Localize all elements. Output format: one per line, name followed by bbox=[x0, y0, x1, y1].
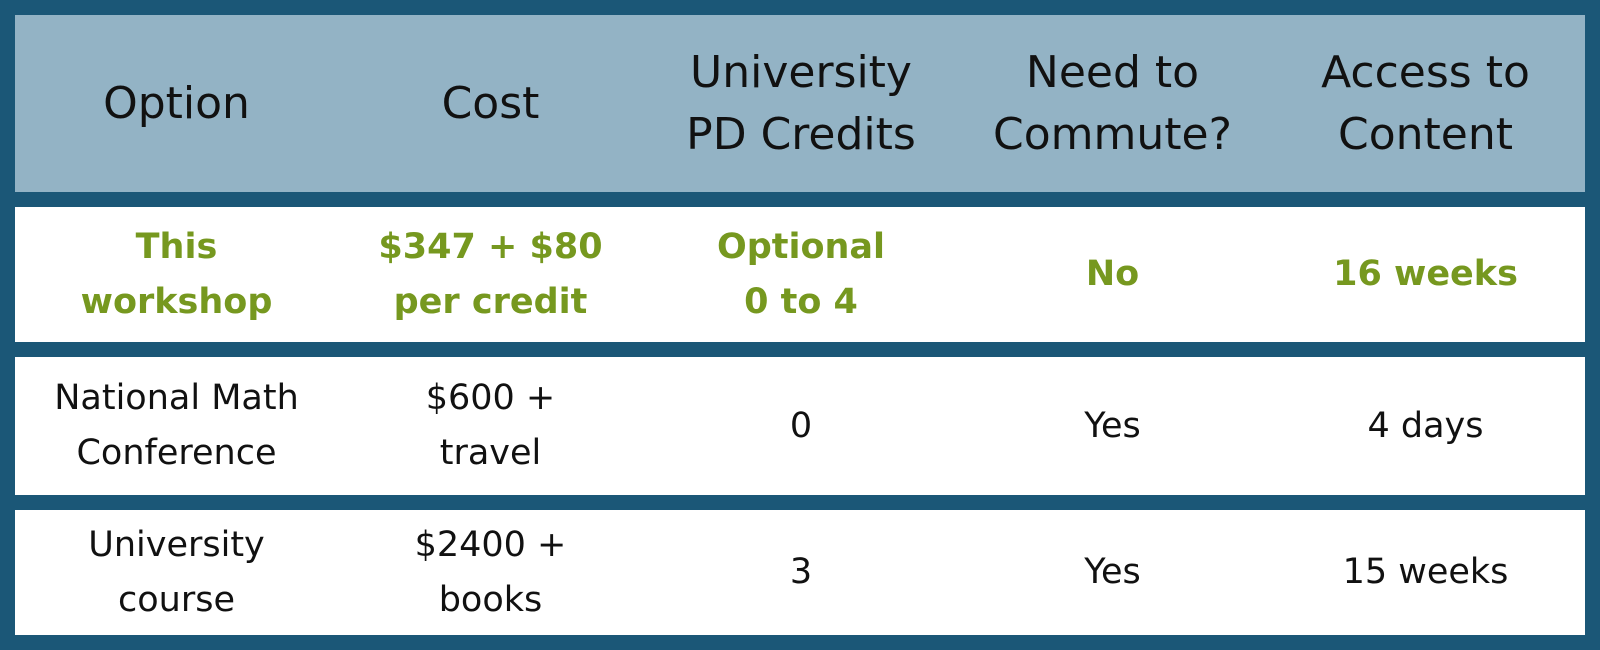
table-row-highlight: This workshop $347 + $80 per credit Opti… bbox=[15, 207, 1585, 342]
cell-credits: 0 bbox=[789, 405, 813, 446]
header-commute: Need to Commute? bbox=[993, 46, 1232, 160]
cell-option: University course bbox=[88, 524, 265, 620]
cell-access: 15 weeks bbox=[1342, 552, 1509, 592]
cell-cost: $600 + travel bbox=[425, 378, 556, 473]
cell-commute: Yes bbox=[1084, 405, 1141, 446]
table-row: National Math Conference $600 + travel 0… bbox=[15, 357, 1585, 495]
table-row: University course $2400 + books 3 Yes 15… bbox=[15, 510, 1585, 635]
cell-access: 16 weeks bbox=[1333, 254, 1518, 294]
header-row: Option Cost University PD Credits Need t… bbox=[15, 15, 1585, 192]
cell-credits: 3 bbox=[789, 552, 813, 592]
cell-access: 4 days bbox=[1367, 405, 1484, 446]
cell-commute: Yes bbox=[1084, 552, 1141, 592]
cell-option: This workshop bbox=[80, 226, 273, 322]
cell-commute: No bbox=[1085, 254, 1140, 294]
header-access: Access to Content bbox=[1321, 46, 1530, 160]
cell-cost: $347 + $80 per credit bbox=[378, 226, 603, 322]
header-option: Option bbox=[103, 77, 250, 129]
comparison-table: Option Cost University PD Credits Need t… bbox=[15, 15, 1585, 635]
cell-credits: Optional 0 to 4 bbox=[716, 226, 886, 322]
cell-option: National Math Conference bbox=[54, 378, 299, 473]
cell-cost: $2400 + books bbox=[414, 524, 567, 620]
header-credits: University PD Credits bbox=[686, 46, 916, 160]
header-cost: Cost bbox=[441, 77, 540, 129]
